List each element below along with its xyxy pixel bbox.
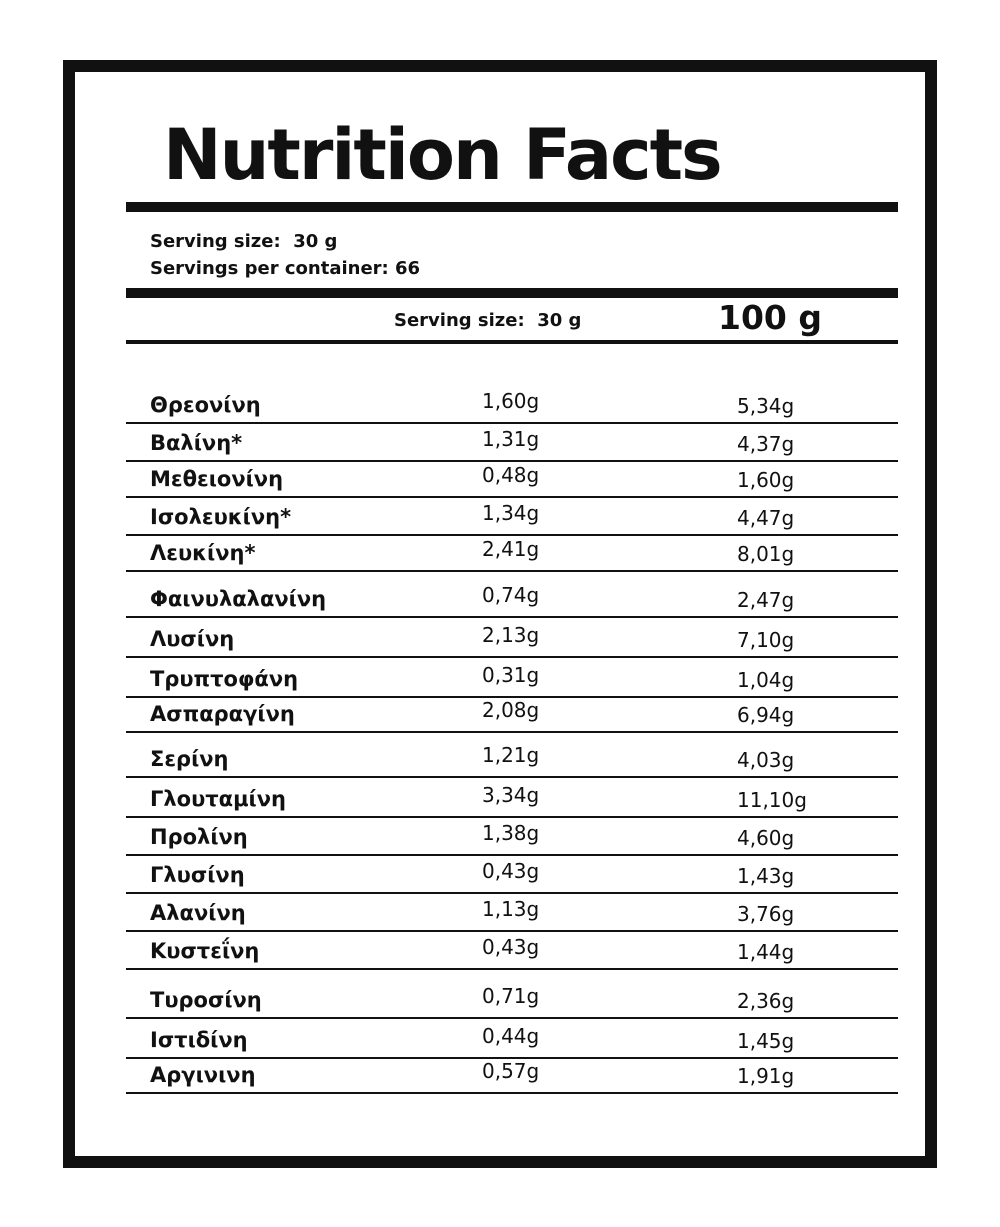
nutrient-name: Γλουταμίνη: [150, 787, 286, 811]
per-serving-value: 2,41g: [482, 537, 540, 561]
nutrient-name: Ιστιδίνη: [150, 1028, 248, 1052]
per-100g-value: 4,37g: [737, 432, 795, 456]
nutrient-name: Σερίνη: [150, 747, 229, 771]
label-title: Nutrition Facts: [163, 114, 723, 196]
nutrient-name: Ασπαραγίνη: [150, 702, 295, 726]
per-100g-value: 8,01g: [737, 542, 795, 566]
per-serving-value: 1,31g: [482, 427, 540, 451]
per-serving-value: 2,13g: [482, 623, 540, 647]
nutrient-name: Αλανίνη: [150, 901, 246, 925]
per-serving-value: 0,43g: [482, 859, 540, 883]
table-row: Σερίνη 1,21g 4,03g: [126, 733, 898, 778]
nutrient-name: Γλυσίνη: [150, 863, 245, 887]
nutrient-name: Θρεονίνη: [150, 393, 261, 417]
table-row: Ισολευκίνη* 1,34g 4,47g: [126, 498, 898, 536]
table-row: Φαινυλαλανίνη 0,74g 2,47g: [126, 572, 898, 618]
table-row: Γλυσίνη 0,43g 1,43g: [126, 856, 898, 894]
per-serving-value: 0,71g: [482, 984, 540, 1008]
per-100g-value: 4,03g: [737, 748, 795, 772]
per-100g-value: 1,43g: [737, 864, 795, 888]
table-row: Λευκίνη* 2,41g 8,01g: [126, 536, 898, 572]
nutrient-name: Τρυπτοφάνη: [150, 667, 299, 691]
per-serving-value: 3,34g: [482, 783, 540, 807]
table-row: Τυροσίνη 0,71g 2,36g: [126, 970, 898, 1019]
per-100g-value: 1,60g: [737, 468, 795, 492]
per-serving-value: 2,08g: [482, 698, 540, 722]
nutrient-name: Ισολευκίνη*: [150, 505, 292, 529]
table-row: Κυστεΐνη 0,43g 1,44g: [126, 932, 898, 970]
nutrient-name: Προλίνη: [150, 825, 248, 849]
serving-divider: [126, 288, 898, 298]
per-serving-value: 0,44g: [482, 1024, 540, 1048]
serving-size: Serving size: 30 g: [150, 231, 338, 252]
table-row: Αργινινη 0,57g 1,91g: [126, 1059, 898, 1094]
table-row: Γλουταμίνη 3,34g 11,10g: [126, 778, 898, 818]
table-row: Λυσίνη 2,13g 7,10g: [126, 618, 898, 658]
nutrient-name: Φαινυλαλανίνη: [150, 587, 327, 611]
per-100g-value: 4,60g: [737, 826, 795, 850]
per-100g-value: 11,10g: [737, 788, 807, 812]
nutrient-name: Αργινινη: [150, 1063, 256, 1087]
per-serving-value: 0,57g: [482, 1059, 540, 1083]
table-row: Αλανίνη 1,13g 3,76g: [126, 894, 898, 932]
table-row: Τρυπτοφάνη 0,31g 1,04g: [126, 658, 898, 698]
per-serving-value: 0,31g: [482, 663, 540, 687]
nutrient-name: Λυσίνη: [150, 627, 235, 651]
per-100g-value: 7,10g: [737, 628, 795, 652]
table-row: Θρεονίνη 1,60g 5,34g: [126, 362, 898, 424]
column-header-per-100g: 100 g: [718, 298, 822, 337]
per-100g-value: 5,34g: [737, 394, 795, 418]
per-serving-value: 0,48g: [482, 463, 540, 487]
nutrient-name: Τυροσίνη: [150, 988, 262, 1012]
nutrient-name: Λευκίνη*: [150, 541, 256, 565]
table-row: Μεθειονίνη 0,48g 1,60g: [126, 462, 898, 498]
per-100g-value: 4,47g: [737, 506, 795, 530]
header-divider: [126, 340, 898, 344]
per-serving-value: 1,60g: [482, 389, 540, 413]
per-100g-value: 1,44g: [737, 940, 795, 964]
per-serving-value: 1,38g: [482, 821, 540, 845]
nutrition-label: Nutrition Facts Serving size: 30 g Servi…: [63, 60, 937, 1168]
per-serving-value: 1,13g: [482, 897, 540, 921]
per-serving-value: 0,74g: [482, 583, 540, 607]
per-100g-value: 3,76g: [737, 902, 795, 926]
serving-info: Serving size: 30 g Servings per containe…: [150, 228, 420, 282]
table-row: Προλίνη 1,38g 4,60g: [126, 818, 898, 856]
per-serving-value: 0,43g: [482, 935, 540, 959]
nutrient-name: Βαλίνη*: [150, 431, 243, 455]
per-100g-value: 1,91g: [737, 1064, 795, 1088]
column-header-per-serving: Serving size: 30 g: [394, 310, 582, 331]
per-100g-value: 1,45g: [737, 1029, 795, 1053]
per-100g-value: 2,47g: [737, 588, 795, 612]
per-100g-value: 2,36g: [737, 989, 795, 1013]
per-100g-value: 1,04g: [737, 668, 795, 692]
nutrient-name: Κυστεΐνη: [150, 939, 260, 963]
per-serving-value: 1,21g: [482, 743, 540, 767]
table-row: Ασπαραγίνη 2,08g 6,94g: [126, 698, 898, 733]
per-100g-value: 6,94g: [737, 703, 795, 727]
table-row: Ιστιδίνη 0,44g 1,45g: [126, 1019, 898, 1059]
table-row: Βαλίνη* 1,31g 4,37g: [126, 424, 898, 462]
title-divider: [126, 202, 898, 212]
per-serving-value: 1,34g: [482, 501, 540, 525]
nutrient-name: Μεθειονίνη: [150, 467, 284, 491]
servings-per-container: Servings per container: 66: [150, 258, 421, 279]
